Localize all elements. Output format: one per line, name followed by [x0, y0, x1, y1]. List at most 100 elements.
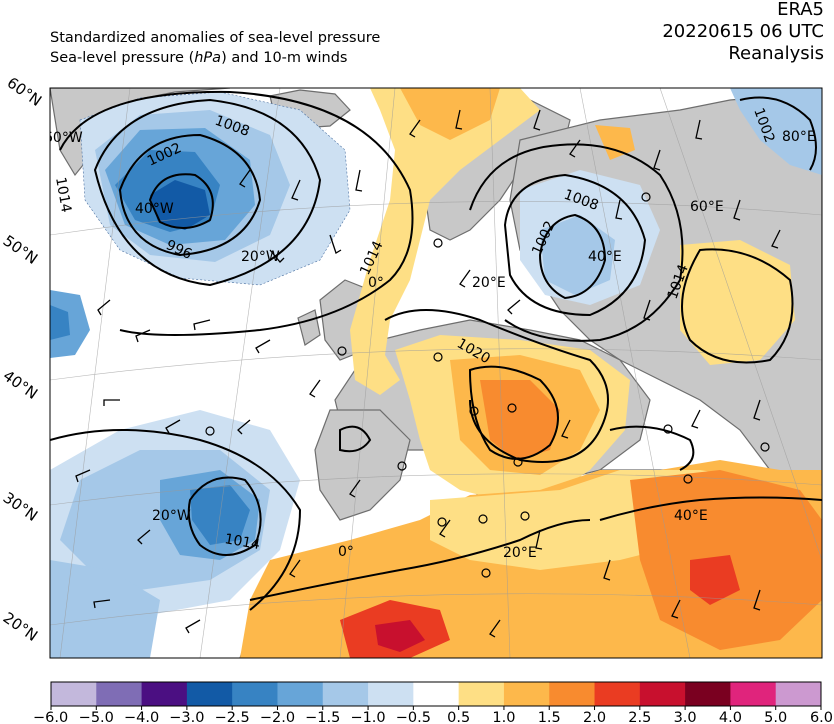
title-line-1: Standardized anomalies of sea-level pres… [50, 30, 381, 46]
wind-barb [255, 339, 271, 354]
isobar-north-africa [249, 519, 591, 601]
isobar-label: 1014 [52, 176, 74, 214]
latitude-label-50n: 50°N [0, 232, 41, 268]
meridian-40w [59, 88, 131, 658]
anomaly-high-middle-east-core [690, 555, 740, 605]
calm-wind-markers [205, 192, 770, 578]
meridian-label-0: 0° [368, 275, 384, 291]
colorbar-cell [96, 682, 143, 706]
colorbar-cells [51, 682, 822, 706]
wind-barb [691, 409, 701, 429]
meridian-label-40w: 40°W [135, 201, 174, 217]
latitude-label-30n: 30°N [0, 489, 41, 525]
wind-barb [289, 559, 301, 578]
colorbar-tick-label: 5.0 [764, 710, 787, 724]
wind-barb [355, 169, 363, 192]
calm-circle [433, 238, 443, 248]
meridian-label-20e-lower: 20°E [503, 545, 537, 561]
anomaly-high-russia [680, 240, 795, 365]
wind-barb [507, 299, 521, 315]
latitude-labels: 60°N 50°N 40°N 30°N 20°N [0, 74, 45, 645]
parallel-60n [50, 57, 822, 80]
colorbar-cell [503, 682, 550, 706]
map-subtitle: Sea-level pressure (hPa) and 10-m winds [50, 48, 347, 68]
calm-circle [481, 568, 491, 578]
colorbar: −6.0 −5.0 −4.0 −3.0 −2.5 −2.0 −1.5 −1.0 −0.5 0.5 1… [33, 681, 833, 724]
meridian-label-40e: 40°E [588, 249, 622, 265]
colorbar-tick-label: 2.5 [628, 710, 651, 724]
isobar-atlantic-low-1008 [93, 98, 322, 287]
colorbar-cell [549, 682, 596, 706]
colorbar-tick-label: −6.0 [33, 710, 68, 724]
datetime-label: 20220615 06 UTC [662, 21, 824, 42]
wind-barb [653, 149, 661, 171]
isobar-middle-east [599, 496, 822, 521]
wind-barb [193, 319, 211, 331]
map-title: Standardized anomalies of sea-level pres… [50, 28, 380, 48]
colorbar-cell [594, 682, 641, 706]
colorbar-cell [232, 682, 278, 706]
calm-circle [507, 403, 517, 413]
meridian-40e [579, 88, 691, 658]
subtitle-text-a: Sea-level pressure ( [50, 50, 195, 66]
isobar-atlantic-south-1014 [187, 476, 262, 556]
colorbar-cell [458, 682, 505, 706]
latitude-label-40n: 40°N [0, 367, 41, 403]
isobar-atlantic-1014 [59, 90, 414, 336]
wind-barb [459, 269, 471, 288]
isobar-scandinavia-1014 [469, 143, 684, 342]
colorbar-cell [141, 682, 188, 706]
colorbar-cell [277, 682, 324, 706]
colorbar-tick-label: −1.0 [350, 710, 385, 724]
isobar-europe-1020 [384, 309, 609, 463]
isobar-atlantic-south-1020 [50, 429, 302, 611]
anomaly-high-africa-center [375, 620, 425, 652]
calm-circle [337, 346, 347, 356]
isobar-iberia-cut [339, 425, 372, 453]
meridian-label-0-lower: 0° [338, 544, 354, 560]
isobar-atlantic-low-996 [148, 173, 214, 229]
colorbar-cell [639, 682, 686, 706]
anomaly-low-baltic-inner [540, 215, 615, 295]
wind-barb [615, 199, 623, 220]
isobar-russia-arctic-1002 [739, 96, 817, 171]
colorbar-tick-label: −2.0 [260, 710, 295, 724]
iberia-land [314, 409, 411, 521]
isobar-russia-1014 [681, 248, 794, 364]
anomaly-high-norway [400, 88, 500, 140]
positive-anomaly-shading [240, 88, 822, 658]
calm-circle [397, 461, 407, 471]
meridian-label-60e: 60°E [690, 199, 724, 215]
wind-barbs [75, 109, 781, 638]
anomaly-high-central-europe-core [480, 380, 560, 460]
wind-barb [93, 599, 111, 609]
calm-circle [437, 517, 447, 527]
wind-barb [671, 599, 681, 619]
colorbar-tick-label: 1.0 [492, 710, 515, 724]
calm-circle [520, 511, 530, 521]
calm-circle [683, 474, 693, 484]
anomaly-high-north-sea-band [350, 88, 540, 395]
wind-barb [349, 479, 361, 498]
calm-circle [663, 424, 673, 434]
wind-barb [409, 119, 421, 138]
isobar-central-europe-1020 [468, 365, 559, 460]
parallel-40n [50, 348, 822, 381]
meridian-20w [199, 88, 281, 658]
source-label: ERA5 [777, 0, 824, 20]
meridian-label-60w: 60°W [44, 130, 83, 146]
isobar-atlantic-low-1002 [118, 133, 262, 257]
wind-barb [135, 329, 151, 343]
wind-barb [771, 229, 781, 249]
wind-barb [569, 139, 581, 158]
wind-barb [535, 529, 543, 550]
parallel-30n [50, 473, 822, 506]
colorbar-frame [50, 681, 822, 707]
meridian-label-20e: 20°E [472, 275, 506, 291]
wind-barb [237, 419, 251, 435]
calm-circle [433, 352, 443, 362]
map-frame [49, 87, 823, 659]
latitude-label-20n: 20°N [0, 609, 41, 645]
wind-barb [269, 249, 285, 263]
